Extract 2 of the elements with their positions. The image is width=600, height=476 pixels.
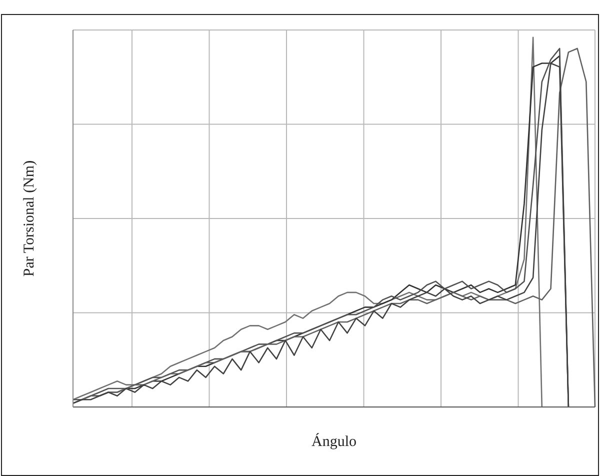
y-axis-title: Par Torsional (Nm) bbox=[21, 160, 38, 277]
x-axis-title: Ángulo bbox=[312, 433, 356, 450]
